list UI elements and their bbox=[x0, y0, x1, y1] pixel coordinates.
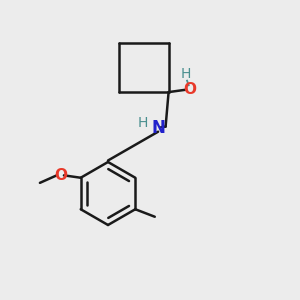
Text: O: O bbox=[184, 82, 197, 97]
Text: H: H bbox=[137, 116, 148, 130]
Text: N: N bbox=[151, 119, 165, 137]
Text: O: O bbox=[54, 168, 67, 183]
Text: H: H bbox=[181, 67, 191, 81]
